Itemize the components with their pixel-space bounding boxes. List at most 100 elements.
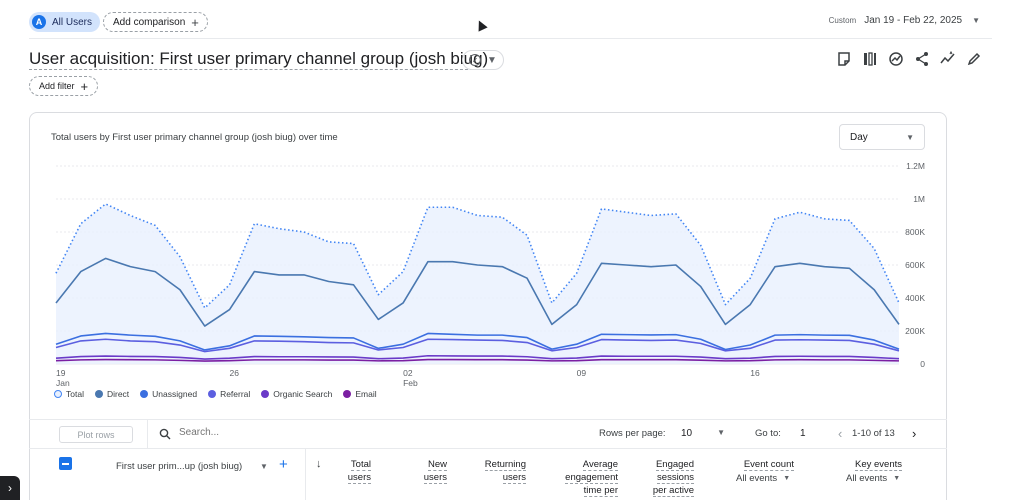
legend-label: Organic Search [273, 389, 333, 399]
legend-dot [343, 390, 352, 398]
chevron-down-icon: ▼ [783, 475, 791, 482]
x-tick-label: 16 [750, 368, 760, 378]
segment-badge: A [32, 15, 46, 29]
goto-label: Go to: [755, 428, 781, 439]
selector-label: All events [736, 473, 778, 484]
check-circle-icon: ✓ [469, 54, 482, 66]
share-icon[interactable] [909, 50, 935, 68]
add-filter-button[interactable]: Add filter + [29, 76, 99, 96]
legend-item-direct[interactable]: Direct [94, 389, 130, 399]
report-status-button[interactable]: ✓ ▼ [462, 50, 504, 70]
series-line-email[interactable] [55, 358, 900, 362]
legend-label: Referral [220, 389, 251, 399]
x-tick-label: 26 [230, 368, 240, 378]
legend-label: Email [355, 389, 377, 399]
event-count-selector[interactable]: All events ▼ [736, 473, 790, 484]
legend-label: Total [66, 389, 84, 399]
add-comparison-label: Add comparison [113, 16, 186, 28]
date-range-picker[interactable]: Custom Jan 19 - Feb 22, 2025 ▼ [829, 15, 980, 26]
legend-label: Unassigned [152, 389, 198, 399]
plus-icon: + [191, 14, 199, 30]
chevron-down-icon: ▼ [893, 475, 901, 482]
chart-title: Total users by First user primary channe… [51, 132, 338, 143]
legend-item-referral[interactable]: Referral [208, 389, 250, 399]
selector-label: All events [846, 473, 888, 484]
chevron-down-icon[interactable]: ▼ [260, 462, 268, 471]
divider [305, 449, 306, 500]
chevron-down-icon: ▼ [487, 54, 497, 66]
trend-icon[interactable] [935, 50, 961, 68]
add-dimension-button[interactable]: + [279, 456, 288, 473]
date-mode-label: Custom [828, 16, 857, 25]
dimension-header[interactable]: First user prim...up (josh biug) [116, 461, 243, 472]
chevron-down-icon: ▼ [972, 16, 980, 25]
series-line-referral[interactable] [55, 338, 900, 353]
column-key-events[interactable]: Key events [855, 459, 902, 471]
date-range-label: Jan 19 - Feb 22, 2025 [864, 15, 963, 26]
column-new-users[interactable]: New users [423, 459, 447, 484]
column-total-users[interactable]: Total users [347, 459, 371, 484]
pagination-range: 1-10 of 13 [852, 428, 895, 439]
search-input[interactable] [179, 427, 379, 438]
y-tick-label: 800K [905, 227, 925, 237]
expand-sidebar-icon[interactable]: › [0, 476, 20, 500]
x-tick-month-label: Feb [403, 378, 418, 388]
plot-rows-button[interactable]: Plot rows [59, 426, 133, 443]
legend-dot [140, 390, 149, 398]
key-events-selector[interactable]: All events ▼ [846, 473, 900, 484]
y-tick-label: 200K [905, 326, 925, 336]
divider [29, 419, 947, 420]
column-engaged-sessions[interactable]: Engaged sessions per active [652, 459, 694, 497]
series-line-unassigned[interactable] [55, 332, 900, 351]
select-all-checkbox[interactable] [59, 457, 72, 470]
y-tick-label: 1M [913, 194, 925, 204]
segment-label: All Users [52, 16, 93, 28]
y-tick-label: 600K [905, 260, 925, 270]
granularity-value: Day [850, 131, 868, 143]
divider [29, 448, 947, 449]
y-tick-label: 400K [905, 293, 925, 303]
legend-label: Direct [106, 389, 130, 399]
y-tick-label: 1.2M [906, 161, 925, 171]
search-icon [159, 428, 171, 440]
report-toolbar [831, 50, 987, 68]
top-bar: A All Users Add comparison + Custom Jan … [0, 0, 1020, 44]
column-event-count[interactable]: Event count [743, 459, 794, 471]
legend-item-unassigned[interactable]: Unassigned [140, 389, 197, 399]
plus-icon: + [80, 78, 89, 94]
sort-down-icon[interactable]: ↓ [316, 458, 322, 470]
page-title[interactable]: User acquisition: First user primary cha… [29, 49, 489, 70]
granularity-select[interactable]: Day ▼ [839, 124, 925, 150]
rows-per-page-value: 10 [681, 428, 693, 439]
x-tick-month-label: Jan [56, 378, 70, 388]
legend-dot [54, 390, 62, 398]
edit-note-icon[interactable] [831, 50, 857, 68]
pencil-icon[interactable] [961, 50, 987, 68]
chevron-left-icon[interactable]: ‹ [838, 426, 843, 441]
x-tick-label: 09 [577, 368, 587, 378]
chevron-right-icon[interactable]: › [912, 426, 917, 441]
add-comparison-button[interactable]: Add comparison + [103, 12, 208, 32]
legend-item-email[interactable]: Email [343, 389, 377, 399]
legend-item-total[interactable]: Total [54, 389, 84, 399]
series-line-direct[interactable] [55, 257, 900, 327]
legend-dot [208, 390, 217, 398]
compare-columns-icon[interactable] [857, 50, 883, 68]
insights-icon[interactable] [883, 50, 909, 68]
series-area-total [56, 203, 899, 364]
rows-per-page-select[interactable]: 10 ▼ [681, 428, 725, 439]
rows-per-page-label: Rows per page: [599, 428, 666, 439]
divider [29, 38, 992, 39]
goto-input[interactable]: 1 [800, 428, 806, 439]
add-filter-label: Add filter [39, 81, 75, 91]
column-average-engagement-time[interactable]: Average engagement time per [565, 459, 618, 497]
y-tick-label: 0 [920, 359, 925, 369]
segment-chip-all-users[interactable]: A All Users [29, 12, 101, 32]
chevron-down-icon: ▼ [906, 132, 914, 142]
column-returning-users[interactable]: Returning users [484, 459, 526, 484]
series-line-organic-search[interactable] [55, 354, 900, 360]
x-tick-label: 19 [56, 368, 66, 378]
divider [147, 420, 148, 448]
legend-item-organic-search[interactable]: Organic Search [261, 389, 332, 399]
